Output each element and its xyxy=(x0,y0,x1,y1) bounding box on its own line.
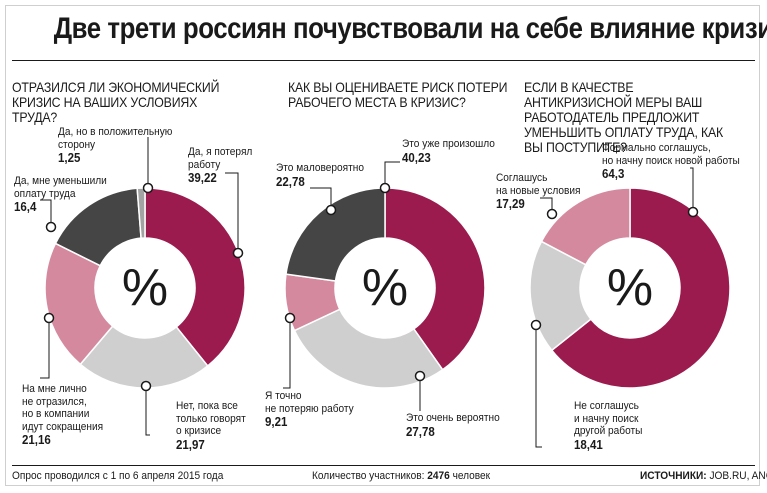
footer-participants: Количество участников: 2476 человек xyxy=(312,470,491,482)
donut-2-leader-3 xyxy=(283,318,291,389)
donut-3-slice-1 xyxy=(550,187,731,389)
label-2-unlikely: Это маловероятно 22,78 xyxy=(276,162,364,189)
donut-2-leader-dot-3 xyxy=(284,312,296,324)
donut-3-center-symbol: % xyxy=(607,259,653,317)
donut-1-slice-5 xyxy=(136,187,146,239)
donut-1-leader-dot-4 xyxy=(43,312,55,324)
label-1-layoffs: На мне лично не отразился, но в компании… xyxy=(22,383,104,447)
donut-1-leader-dot-1 xyxy=(142,182,154,194)
donut-1-leader-dot-3 xyxy=(45,221,57,233)
donut-1-leader-dot-5 xyxy=(140,380,152,392)
participants-count: 2476 xyxy=(427,470,450,482)
donut-1-leader-2 xyxy=(225,172,239,253)
footer-dates: Опрос проводился с 1 по 6 апреля 2015 го… xyxy=(12,470,224,482)
frame xyxy=(5,5,760,486)
donut-1-leader-5 xyxy=(145,386,150,436)
donut-3-leader-dot-2 xyxy=(546,208,558,220)
label-2-happened: Это уже произошло 40,23 xyxy=(402,138,495,165)
donut-1-leader-4 xyxy=(40,318,50,379)
donut-2-leader-dot-1 xyxy=(379,182,391,194)
donut-3-leader-3 xyxy=(535,325,542,448)
donut-2-center-symbol: % xyxy=(362,259,408,317)
donut-1-slice-2 xyxy=(79,325,209,389)
donut-2-slice-1 xyxy=(384,187,486,371)
donut-1-slice-1 xyxy=(144,187,246,367)
donut-3-leader-dot-1 xyxy=(687,206,699,218)
title-rule xyxy=(12,60,755,61)
label-1-lost-job: Да, я потерял работу 39,22 xyxy=(188,146,253,185)
question-1: ОТРАЗИЛСЯ ЛИ ЭКОНОМИЧЕСКИЙ КРИЗИС НА ВАШ… xyxy=(12,79,220,125)
donut-1-leader-dot-2 xyxy=(232,247,244,259)
question-2: КАК ВЫ ОЦЕНИВАЕТЕ РИСК ПОТЕРИ РАБОЧЕГО М… xyxy=(288,79,508,110)
label-1-pay-cut: Да, мне уменьшили оплату труда 16,4 xyxy=(14,175,107,214)
page-title: Две трети россиян почувствовали на себе … xyxy=(53,12,767,45)
donut-1-leader-3 xyxy=(40,199,52,227)
label-3-formally-agree: Формально соглашусь, но начну поиск ново… xyxy=(602,142,740,181)
donut-2-slice-2 xyxy=(293,308,444,389)
footer-rule xyxy=(12,465,755,466)
donut-2-leader-dot-2 xyxy=(325,204,337,216)
donut-1-center-symbol: % xyxy=(122,259,168,317)
label-3-disagree: Не соглашусь и начну поиск другой работы… xyxy=(574,400,643,452)
donut-3-leader-1 xyxy=(690,167,694,212)
donut-2-leader-2 xyxy=(310,187,332,210)
label-1-no: Нет, пока все только говорят о кризисе 21… xyxy=(176,400,246,452)
footer-sources: ИСТОЧНИКИ: JOB.RU, ANCOR xyxy=(640,470,767,482)
label-1-positive: Да, но в положительную сторону 1,25 xyxy=(58,126,173,165)
label-2-very-likely: Это очень вероятно 27,78 xyxy=(406,412,500,439)
label-2-wont-lose: Я точно не потеряю работу 9,21 xyxy=(265,390,354,429)
donut-3-leader-dot-3 xyxy=(530,319,542,331)
question-3: ЕСЛИ В КАЧЕСТВЕ АНТИКРИЗИСНОЙ МЕРЫ ВАШ Р… xyxy=(524,79,724,155)
donut-3-leader-2 xyxy=(540,197,553,214)
donut-3-slice-3 xyxy=(540,187,631,266)
label-3-agree: Соглашусь на новые условия 17,29 xyxy=(496,172,581,211)
donut-2-leader-1 xyxy=(384,161,400,188)
donut-2-leader-dot-4 xyxy=(414,370,426,382)
